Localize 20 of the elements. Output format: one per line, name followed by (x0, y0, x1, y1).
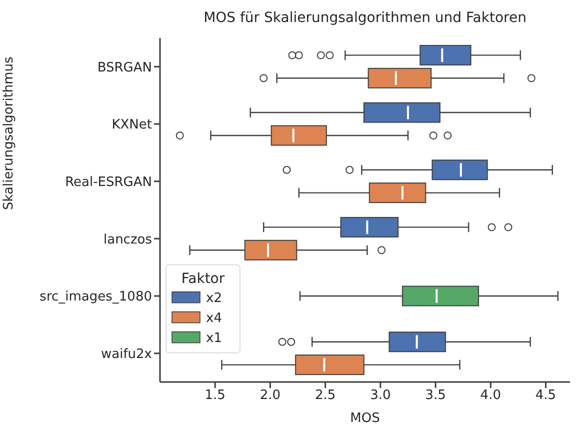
legend-label: x1 (206, 330, 222, 346)
y-tick-label: src_images_1080 (40, 290, 152, 305)
x-tick-label: 2.0 (260, 388, 281, 404)
x-tick-label: 1.5 (204, 388, 226, 404)
y-tick-label: KXNet (112, 118, 152, 133)
x-tick-label: 2.5 (314, 388, 336, 404)
y-tick-label: BSRGAN (97, 60, 152, 76)
y-tick-label: waifu2x (101, 346, 152, 362)
legend-title: Faktor (181, 270, 225, 287)
x-tick-label: 4.0 (480, 388, 501, 404)
x-axis-title: MOS (350, 411, 380, 426)
y-tick-label: Real-ESRGAN (65, 174, 152, 190)
legend-label: x2 (206, 290, 222, 306)
x-tick-label: 4.5 (535, 388, 556, 404)
legend-label: x4 (206, 310, 222, 326)
x-tick-label: 3.5 (425, 388, 446, 404)
y-axis-title: Skalierungsalgorithmus (2, 56, 17, 210)
chart-title: MOS für Skalierungsalgorithmen und Faktoren (204, 10, 526, 26)
y-tick-label: lanczos (103, 232, 152, 248)
x-tick-label: 3.0 (370, 388, 391, 404)
